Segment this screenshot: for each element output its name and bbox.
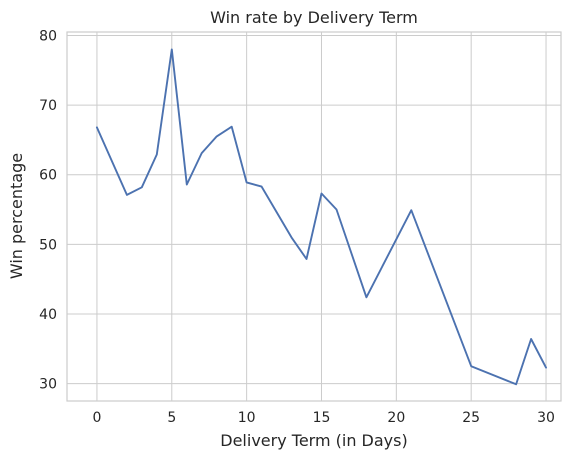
x-axis-label: Delivery Term (in Days)	[220, 431, 407, 450]
y-tick-label: 30	[39, 377, 57, 393]
x-tick-label: 25	[462, 410, 480, 426]
y-tick-labels: 30 40 50 60 70 80	[39, 28, 57, 392]
plot-frame	[66, 31, 562, 402]
x-tick-labels: 0 5 10 15 20 25 30	[92, 410, 554, 426]
x-tick-label: 20	[387, 410, 405, 426]
y-tick-label: 40	[39, 307, 57, 323]
y-tick-label: 70	[39, 98, 57, 114]
x-tick-label: 15	[313, 410, 331, 426]
series-line	[95, 48, 547, 386]
series-layer	[95, 48, 547, 386]
x-tick-label: 5	[167, 410, 176, 426]
y-tick-label: 50	[39, 237, 57, 253]
grid-lines	[67, 32, 561, 401]
y-axis-label: Win percentage	[7, 153, 26, 279]
y-tick-label: 60	[39, 168, 57, 184]
y-tick-label: 80	[39, 28, 57, 44]
chart-title: Win rate by Delivery Term	[210, 8, 418, 27]
x-tick-label: 10	[238, 410, 256, 426]
x-tick-label: 0	[92, 410, 101, 426]
x-tick-label: 30	[537, 410, 555, 426]
